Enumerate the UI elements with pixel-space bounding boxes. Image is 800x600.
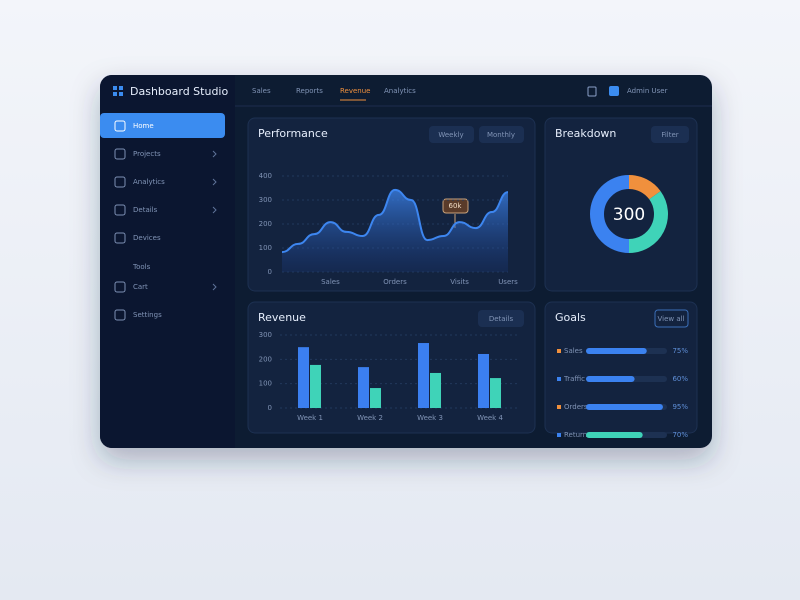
- x-tick-label: Week 1: [297, 414, 323, 422]
- x-tick-label: Week 4: [477, 414, 503, 422]
- icon: [114, 120, 126, 132]
- donut-center: 300: [613, 205, 645, 225]
- brand: Dashboard Studio: [130, 85, 228, 98]
- row-label: Traffic: [563, 375, 585, 383]
- row-label: Orders: [564, 403, 588, 411]
- sidebar-item[interactable]: Projects: [133, 150, 161, 158]
- panel-title: Performance: [258, 127, 328, 140]
- button[interactable]: [478, 310, 524, 327]
- active-item-bg: [100, 113, 225, 138]
- button-label[interactable]: Filter: [661, 131, 678, 139]
- progress-bar: [586, 348, 647, 354]
- avatar: [609, 86, 619, 96]
- nav-item[interactable]: Reports: [296, 87, 323, 95]
- progress-bar: [586, 376, 635, 382]
- icon: [114, 309, 126, 321]
- panel-title: Breakdown: [555, 127, 616, 140]
- value-label: 70%: [672, 431, 688, 439]
- legend-dot: [557, 405, 561, 409]
- icon: [587, 86, 597, 97]
- sidebar-item[interactable]: Analytics: [133, 178, 165, 186]
- area: [282, 189, 508, 272]
- nav-item[interactable]: Sales: [252, 87, 271, 95]
- button[interactable]: [429, 126, 474, 143]
- legend-dot: [557, 349, 561, 353]
- bar: [310, 364, 321, 408]
- x-tick-label: Week 3: [417, 414, 443, 422]
- button-label[interactable]: Monthly: [487, 131, 515, 139]
- button[interactable]: [479, 126, 524, 143]
- y-tick-label: 0: [268, 404, 272, 412]
- panel-title: Goals: [555, 311, 586, 324]
- icon: [114, 232, 126, 244]
- sidebar: [100, 75, 235, 448]
- y-tick-label: 200: [259, 355, 272, 363]
- x-tick-label: Week 2: [357, 414, 383, 422]
- y-tick-label: 400: [259, 172, 272, 180]
- sidebar-item[interactable]: Devices: [133, 234, 161, 242]
- donut-segment: [628, 175, 661, 200]
- button[interactable]: [654, 309, 689, 328]
- x-tick-label: Visits: [450, 278, 469, 286]
- sidebar-item[interactable]: Details: [133, 206, 158, 214]
- sidebar-item[interactable]: Home: [133, 122, 154, 130]
- x-tick-label: Orders: [383, 278, 407, 286]
- chevron: [212, 150, 217, 158]
- chevron: [212, 178, 217, 186]
- chevron: [212, 206, 217, 214]
- y-tick-label: 200: [259, 220, 272, 228]
- icon: [114, 148, 126, 160]
- x-tick-label: Sales: [321, 278, 340, 286]
- bar: [490, 378, 501, 408]
- value-label: 60%: [672, 375, 688, 383]
- icon: [114, 176, 126, 188]
- value-label: 75%: [672, 347, 688, 355]
- logo: [113, 86, 123, 96]
- row-label: Returns: [564, 431, 591, 439]
- annotation-box: [442, 198, 469, 214]
- sidebar-item[interactable]: Cart: [133, 283, 148, 291]
- nav-item[interactable]: Analytics: [384, 87, 416, 95]
- donut-segment: [590, 175, 630, 253]
- donut-segment: [628, 191, 668, 253]
- bar: [298, 347, 309, 408]
- y-tick-label: 100: [259, 244, 272, 252]
- y-tick-label: 300: [259, 196, 272, 204]
- button-label[interactable]: Weekly: [438, 131, 463, 139]
- y-tick-label: 100: [259, 380, 272, 388]
- panel-title: Revenue: [258, 311, 306, 324]
- annotation: 60k: [449, 202, 463, 210]
- legend-dot: [557, 377, 561, 381]
- button[interactable]: [651, 126, 689, 143]
- nav-item[interactable]: Revenue: [340, 87, 371, 95]
- row-label: Sales: [564, 347, 583, 355]
- user-name[interactable]: Admin User: [627, 87, 668, 95]
- bar: [358, 367, 369, 408]
- icon: [114, 281, 126, 293]
- bar: [478, 353, 489, 408]
- bar: [370, 388, 381, 408]
- value-label: 95%: [672, 403, 688, 411]
- button-label[interactable]: Details: [489, 315, 514, 323]
- line: [281, 188, 509, 254]
- panel: [544, 117, 698, 292]
- x-tick-label: Users: [498, 278, 518, 286]
- bar: [418, 343, 429, 408]
- progress-bar: [586, 432, 643, 438]
- button-label[interactable]: View all: [657, 315, 684, 323]
- bar: [430, 372, 441, 408]
- sidebar-item[interactable]: Settings: [133, 311, 162, 319]
- progress-bar: [586, 404, 663, 410]
- sidebar-section: Tools: [132, 263, 151, 271]
- icon: [114, 204, 126, 216]
- y-tick-label: 300: [259, 331, 272, 339]
- legend-dot: [557, 433, 561, 437]
- y-tick-label: 0: [268, 268, 272, 276]
- chevron: [212, 283, 217, 291]
